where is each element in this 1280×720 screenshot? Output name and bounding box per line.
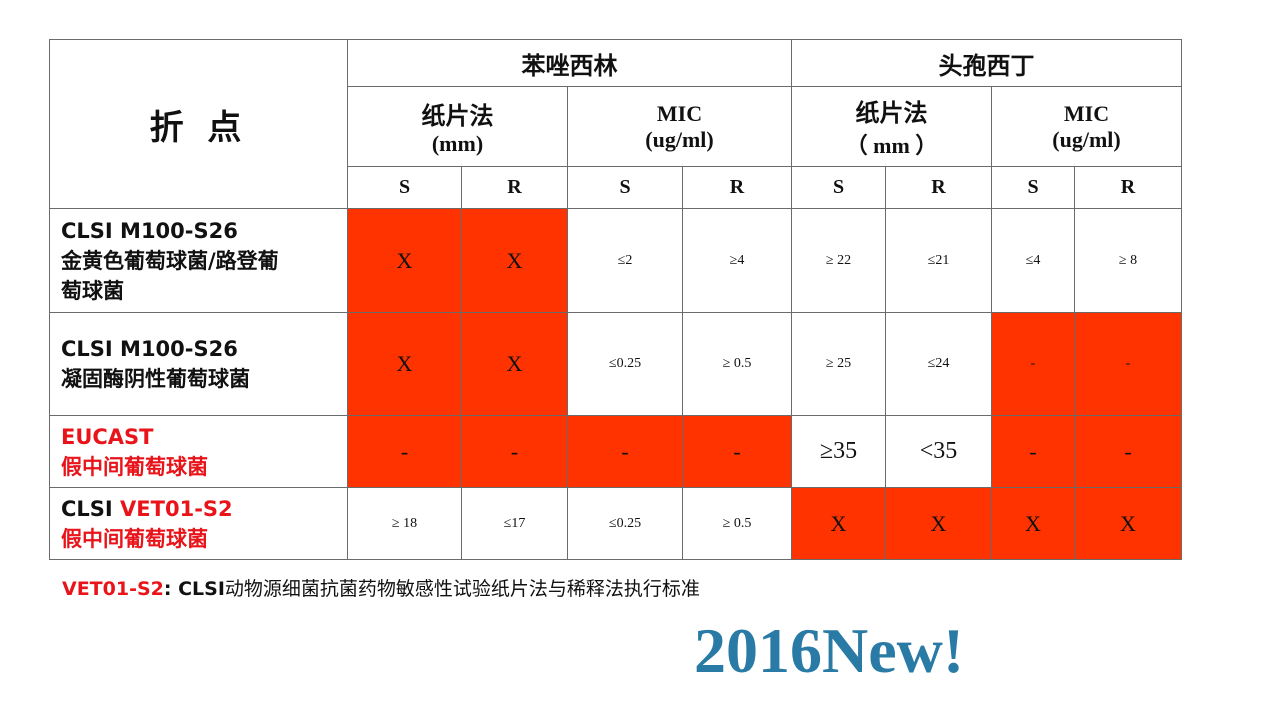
row-header-line: 金黄色葡萄球菌/路登葡: [61, 248, 279, 273]
table-cell: ≥ 0.5: [682, 487, 792, 560]
row-header-line: 假中间葡萄球菌: [61, 454, 208, 479]
method-name: 纸片法: [421, 102, 494, 130]
table-cell: <35: [885, 415, 992, 488]
row-header-prefix: CLSI: [61, 496, 121, 521]
table-cell: ≥ 0.5: [682, 312, 792, 416]
method-unit: （ mm ）: [845, 133, 938, 158]
table-cell: X: [791, 487, 886, 560]
footnote-tag: VET01-S2: [62, 578, 164, 600]
sr-header: S: [567, 166, 683, 209]
sr-header: R: [1074, 166, 1182, 209]
row-header-line: 假中间葡萄球菌: [61, 526, 208, 551]
method-name: MIC: [656, 100, 703, 126]
row-header-line: CLSI M100-S26: [61, 337, 238, 361]
method-header-disk: 纸片法 （ mm ）: [791, 86, 992, 167]
table-cell: ≤4: [991, 208, 1075, 313]
sr-header: R: [682, 166, 792, 209]
table-cell: -: [1074, 415, 1182, 488]
method-name: 纸片法: [855, 99, 928, 127]
method-name: MIC: [1063, 100, 1110, 126]
row-header-line: CLSI VET01-S2: [61, 494, 347, 524]
breakpoint-table: 折 点 苯唑西林 头孢西丁 纸片法 (mm) MIC (ug/ml) 纸片法 （…: [49, 39, 1182, 560]
row-header: CLSI M100-S26 金黄色葡萄球菌/路登葡 萄球菌: [49, 208, 348, 313]
sr-header: R: [885, 166, 992, 209]
table-cell: -: [567, 415, 683, 488]
footnote: VET01-S2: CLSI动物源细菌抗菌药物敏感性试验纸片法与稀释法执行标准: [62, 574, 700, 601]
table-cell: ≤0.25: [567, 312, 683, 416]
table-cell: ≥ 18: [347, 487, 462, 560]
table-cell: -: [991, 415, 1075, 488]
drug-header-cefoxitin: 头孢西丁: [791, 39, 1182, 87]
drug-header-oxacillin: 苯唑西林: [347, 39, 792, 87]
table-row: CLSI M100-S26 凝固酶阴性葡萄球菌 X X ≤0.25 ≥ 0.5 …: [49, 312, 1182, 416]
table-cell: ≥4: [682, 208, 792, 313]
row-header-line: 萄球菌: [61, 278, 124, 303]
row-header-line: 凝固酶阴性葡萄球菌: [61, 367, 250, 391]
table-cell: X: [347, 312, 462, 416]
sr-header: S: [991, 166, 1075, 209]
table-cell: -: [991, 312, 1075, 416]
table-cell: -: [347, 415, 462, 488]
table-cell: ≤0.25: [567, 487, 683, 560]
sr-header: S: [347, 166, 462, 209]
table-cell: ≥ 22: [791, 208, 886, 313]
table-cell: X: [885, 487, 992, 560]
table-cell: -: [1074, 312, 1182, 416]
table-cell: ≥ 8: [1074, 208, 1182, 313]
row-header-standard: VET01-S2: [120, 496, 233, 521]
table-cell: -: [682, 415, 792, 488]
sr-header: S: [791, 166, 886, 209]
table-row: CLSI M100-S26 金黄色葡萄球菌/路登葡 萄球菌 X X ≤2 ≥4 …: [49, 208, 1182, 313]
table-cell: ≥ 25: [791, 312, 886, 416]
corner-header: 折 点: [49, 39, 348, 209]
table-cell: X: [461, 208, 568, 313]
method-header-disk: 纸片法 (mm): [347, 86, 568, 167]
method-header-mic: MIC (ug/ml): [991, 86, 1182, 167]
method-unit: (ug/ml): [1052, 126, 1121, 152]
table-cell: -: [461, 415, 568, 488]
footnote-text: 动物源细菌抗菌药物敏感性试验纸片法与稀释法执行标准: [224, 578, 700, 600]
table-row: CLSI VET01-S2 假中间葡萄球菌 ≥ 18 ≤17 ≤0.25 ≥ 0…: [49, 487, 1182, 560]
table-cell: X: [347, 208, 462, 313]
row-header-line: CLSI M100-S26: [61, 218, 238, 243]
row-header: CLSI VET01-S2 假中间葡萄球菌: [49, 487, 348, 560]
table-cell: ≥35: [791, 415, 886, 488]
sr-header: R: [461, 166, 568, 209]
table-row: EUCAST 假中间葡萄球菌 - - - - ≥35 <35 - -: [49, 415, 1182, 488]
method-header-mic: MIC (ug/ml): [567, 86, 792, 167]
row-header: EUCAST 假中间葡萄球菌: [49, 415, 348, 488]
table-cell: X: [1074, 487, 1182, 560]
footnote-sep: :: [163, 578, 179, 600]
row-header: CLSI M100-S26 凝固酶阴性葡萄球菌: [49, 312, 348, 416]
table-cell: ≤21: [885, 208, 992, 313]
row-header-line: EUCAST: [61, 424, 154, 449]
footnote-org: CLSI: [178, 578, 225, 600]
table-cell: X: [461, 312, 568, 416]
banner-2016-new: 2016New!: [694, 615, 965, 686]
table-cell: ≤2: [567, 208, 683, 313]
method-unit: (ug/ml): [645, 126, 714, 152]
table-cell: ≤17: [461, 487, 568, 560]
method-unit: (mm): [431, 131, 484, 156]
table-cell: X: [991, 487, 1075, 560]
table-cell: ≤24: [885, 312, 992, 416]
